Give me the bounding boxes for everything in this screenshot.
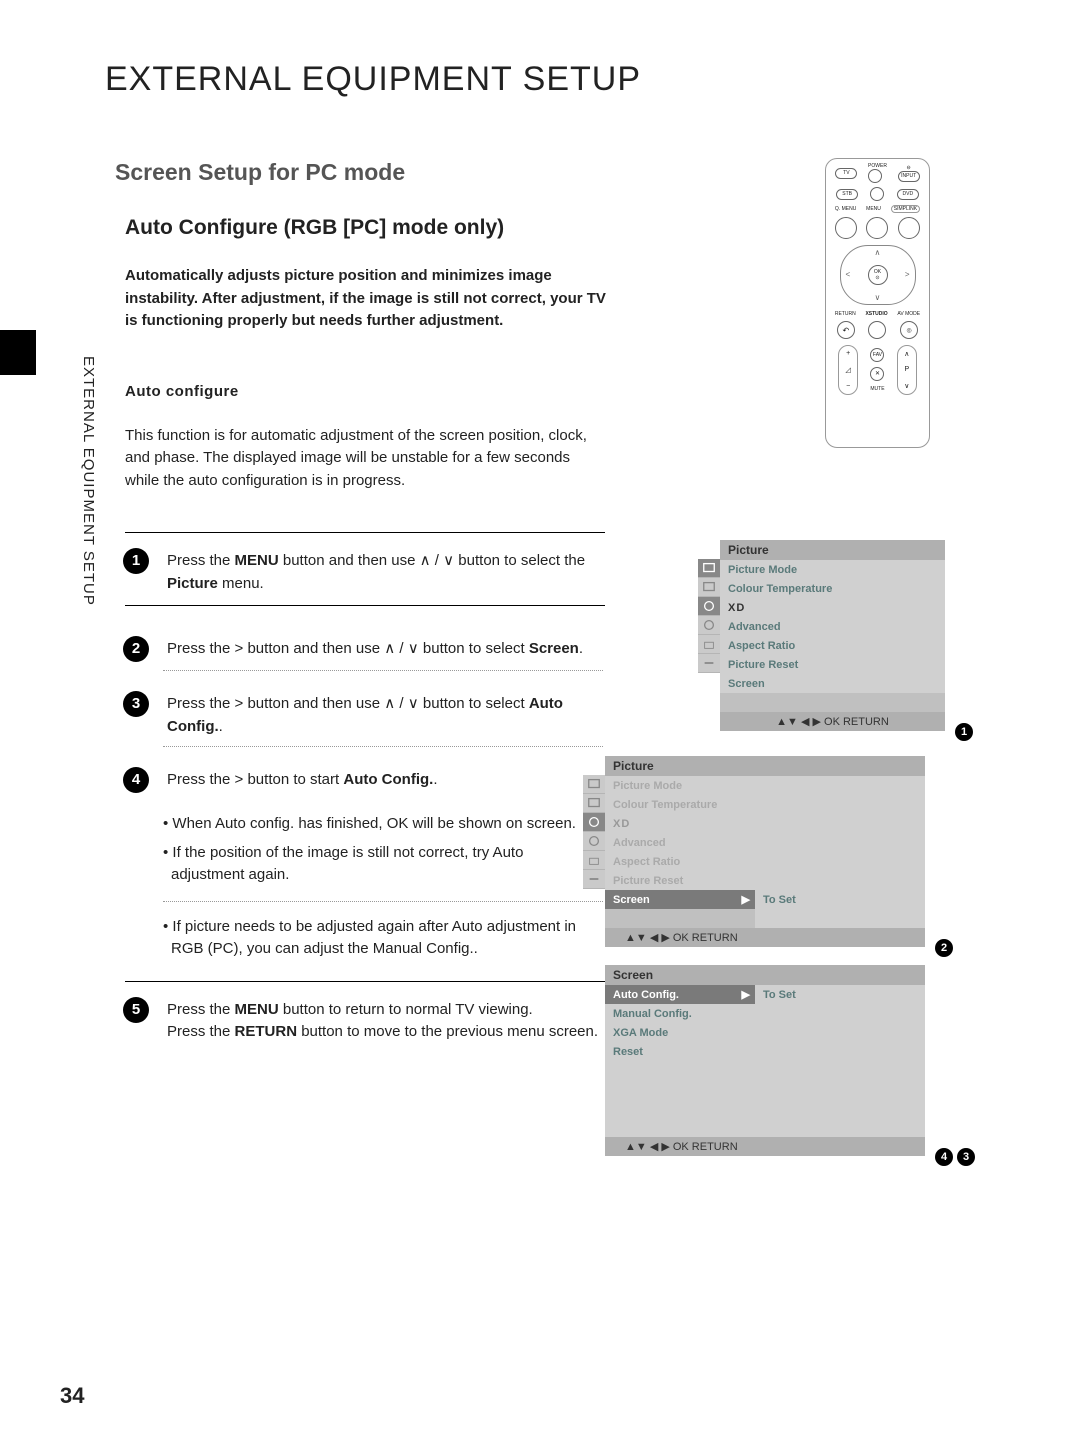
osd-sub-value: To Set <box>755 890 925 909</box>
osd-footer: ▲▼ ◀ ▶ OK RETURN <box>605 1137 925 1156</box>
osd-title: Picture <box>605 756 925 776</box>
section-title: Screen Setup for PC mode <box>115 159 710 186</box>
osd-item: Manual Config. <box>605 1004 755 1023</box>
step-number: 2 <box>123 636 149 662</box>
osd-ref-bubble: 4 <box>935 1148 953 1166</box>
mute-button: ✕ <box>870 367 884 381</box>
note: • When Auto config. has finished, OK wil… <box>171 813 591 836</box>
xstudio-button <box>868 321 886 339</box>
osd-item: Picture Mode <box>720 560 945 579</box>
return-button: ↶ <box>837 321 855 339</box>
osd-item: Screen <box>720 674 945 693</box>
note: • If the position of the image is still … <box>171 842 591 887</box>
dpad: OK⊙ ∧ ∨ < > <box>840 245 916 305</box>
osd-ref-bubble: 1 <box>955 723 973 741</box>
remote-control: TV POWER ⊖INPUT STB DVD Q. MENUMENUSIMPL… <box>825 158 930 448</box>
subsection-desc: This function is for automatic adjustmen… <box>125 425 605 493</box>
page-title: EXTERNAL EQUIPMENT SETUP <box>105 60 1020 99</box>
osd-item: Picture Reset <box>605 871 755 890</box>
intro-text: Automatically adjusts picture position a… <box>125 265 615 333</box>
dvd-button: DVD <box>897 189 919 200</box>
fav-button: FAV <box>870 348 884 362</box>
step-text: Press the MENU button to return to norma… <box>167 997 627 1044</box>
osd-item: Picture Mode <box>605 776 755 795</box>
osd-item: Picture Reset <box>720 655 945 674</box>
volume-rocker: +◿− <box>838 345 858 395</box>
step-number: 3 <box>123 691 149 717</box>
input-button: INPUT <box>898 171 920 182</box>
osd-sub-value: To Set <box>755 985 925 1004</box>
osd-ref-bubble: 3 <box>957 1148 975 1166</box>
step-number: 4 <box>123 767 149 793</box>
subsection-heading: Auto configure <box>125 383 710 400</box>
divider <box>125 532 605 533</box>
dotted-divider <box>163 670 603 671</box>
page-number: 34 <box>60 1383 84 1409</box>
tv-button: TV <box>835 168 857 179</box>
power-button <box>868 169 882 183</box>
step-2: 2 Press the > button and then use ∧ / ∨ … <box>123 636 710 662</box>
note: • If picture needs to be adjusted again … <box>171 916 591 961</box>
osd-side-icons <box>583 775 605 889</box>
simplink-button <box>898 217 920 239</box>
dotted-divider <box>163 746 603 747</box>
side-section-label: EXTERNAL EQUIPMENT SETUP <box>80 356 97 606</box>
step-text: Press the > button and then use ∧ / ∨ bu… <box>167 636 597 662</box>
osd-item: XD <box>720 598 945 617</box>
menu-button <box>866 217 888 239</box>
step-number: 1 <box>123 548 149 574</box>
avmode-button: ◎ <box>900 321 918 339</box>
osd-title: Picture <box>720 540 945 560</box>
qmenu-button <box>835 217 857 239</box>
osd-item: Colour Temperature <box>720 579 945 598</box>
osd-item: Colour Temperature <box>605 795 755 814</box>
step-1: 1 Press the MENU button and then use ∧ /… <box>123 548 710 595</box>
osd-item-selected: Screen▶ <box>605 890 755 909</box>
osd-footer: ▲▼ ◀ ▶ OK RETURN <box>720 712 945 731</box>
blank-button <box>870 187 884 201</box>
osd-title: Screen <box>605 965 925 985</box>
stb-button: STB <box>836 189 858 200</box>
section-subtitle: Auto Configure (RGB [PC] mode only) <box>125 216 710 240</box>
osd-item: Aspect Ratio <box>720 636 945 655</box>
osd-item: Advanced <box>720 617 945 636</box>
osd-item: Aspect Ratio <box>605 852 755 871</box>
step-3: 3 Press the > button and then use ∧ / ∨ … <box>123 691 710 738</box>
osd-item: Advanced <box>605 833 755 852</box>
step-text: Press the MENU button and then use ∧ / ∨… <box>167 548 597 595</box>
step-text: Press the > button and then use ∧ / ∨ bu… <box>167 691 597 738</box>
divider <box>125 605 605 606</box>
program-rocker: ∧P∨ <box>897 345 917 395</box>
ok-button: OK⊙ <box>868 265 888 285</box>
osd-item-selected: Auto Config.▶ <box>605 985 755 1004</box>
osd-footer: ▲▼ ◀ ▶ OK RETURN <box>605 928 925 947</box>
osd-picture-menu-2: Picture Picture Mode Colour Temperature … <box>605 756 925 947</box>
osd-screen-menu: Screen Auto Config.▶ Manual Config. XGA … <box>605 965 925 1156</box>
osd-picture-menu-1: Picture Picture Mode Colour Temperature … <box>720 540 945 731</box>
osd-item: XGA Mode <box>605 1023 755 1042</box>
osd-item: XD <box>605 814 755 833</box>
dotted-divider <box>163 901 603 902</box>
step-text: Press the > button to start Auto Config.… <box>167 767 597 793</box>
osd-side-icons <box>698 559 720 673</box>
osd-ref-bubble: 2 <box>935 939 953 957</box>
divider <box>125 981 605 982</box>
side-tab <box>0 330 36 375</box>
osd-item: Reset <box>605 1042 755 1061</box>
step-number: 5 <box>123 997 149 1023</box>
